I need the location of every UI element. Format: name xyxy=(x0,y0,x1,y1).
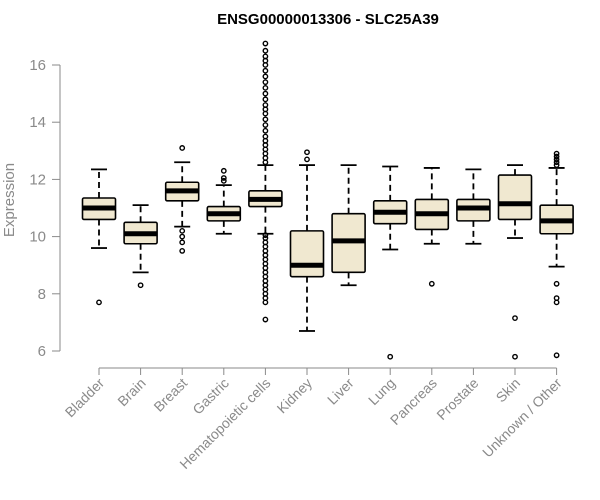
box-prostate xyxy=(456,168,491,245)
x-tick-label: Prostate xyxy=(433,375,481,423)
outlier-point xyxy=(262,47,269,54)
iqr-box xyxy=(497,174,533,221)
outlier-point xyxy=(262,232,269,239)
outlier-point xyxy=(553,280,560,287)
outlier-point xyxy=(262,235,269,241)
box-skin xyxy=(497,164,533,360)
box-lung xyxy=(372,165,408,360)
outlier-point xyxy=(220,167,227,174)
outlier-point xyxy=(553,162,560,169)
box-unknown-other xyxy=(539,150,574,359)
outlier-point xyxy=(96,299,102,306)
outlier-point xyxy=(304,149,310,156)
y-tick-label: 16 xyxy=(29,57,46,74)
outlier-point xyxy=(220,175,227,181)
outlier-point xyxy=(262,84,269,91)
box-bladder xyxy=(81,168,117,306)
x-tick-label: Breast xyxy=(150,375,190,415)
outlier-point xyxy=(304,156,310,163)
outlier-point xyxy=(179,233,186,240)
outlier-point xyxy=(262,40,269,47)
outlier-point xyxy=(262,127,269,134)
x-tick-label: Kidney xyxy=(274,375,316,417)
y-axis-title: Expression xyxy=(1,163,18,237)
outlier-point xyxy=(553,153,560,160)
outlier-point xyxy=(262,96,269,103)
outlier-point xyxy=(137,282,144,289)
box-pancreas xyxy=(414,167,450,287)
outlier-point xyxy=(262,102,269,108)
outlier-point xyxy=(553,156,560,163)
outlier-point xyxy=(512,353,518,360)
y-tick-label: 14 xyxy=(29,114,46,131)
outlier-point xyxy=(428,280,435,287)
outlier-point xyxy=(179,239,186,246)
y-tick-label: 8 xyxy=(38,286,46,303)
box-liver xyxy=(331,164,366,287)
outlier-point xyxy=(262,53,269,60)
chart-title: ENSG00000013306 - SLC25A39 xyxy=(217,11,439,28)
x-tick-label: Bladder xyxy=(62,375,108,421)
outlier-point xyxy=(512,315,518,322)
x-tick-label: Lung xyxy=(365,375,398,408)
outlier-point xyxy=(220,177,227,184)
outlier-point xyxy=(553,150,560,157)
box-brain xyxy=(123,204,158,289)
outlier-point xyxy=(179,227,186,234)
box-gastric xyxy=(206,167,242,235)
outlier-point xyxy=(262,316,269,323)
box-hematopoietic-cells xyxy=(248,40,283,323)
iqr-box xyxy=(289,230,325,278)
y-tick-label: 10 xyxy=(29,229,46,246)
y-tick-label: 12 xyxy=(29,171,46,188)
outlier-point xyxy=(553,352,560,359)
box-kidney xyxy=(289,149,325,332)
x-tick-label: Brain xyxy=(114,375,148,409)
outlier-point xyxy=(179,247,186,254)
outlier-point xyxy=(179,145,186,151)
x-tick-label: Skin xyxy=(493,375,524,406)
x-tick-label: Liver xyxy=(324,375,357,408)
y-tick-label: 6 xyxy=(38,343,46,360)
outlier-point xyxy=(387,353,394,360)
outlier-point xyxy=(553,295,560,301)
box-breast xyxy=(164,145,200,254)
outlier-point xyxy=(262,116,269,123)
outlier-point xyxy=(262,67,269,74)
outlier-point xyxy=(262,90,269,97)
outlier-point xyxy=(553,159,560,166)
outlier-point xyxy=(262,79,269,86)
outlier-point xyxy=(262,133,269,140)
outlier-point xyxy=(262,122,269,128)
boxes-group xyxy=(81,40,574,360)
x-tick-label: Unknown / Other xyxy=(479,375,565,461)
y-axis: 6 8 10 12 14 16 xyxy=(29,57,61,360)
outlier-point xyxy=(262,73,269,80)
